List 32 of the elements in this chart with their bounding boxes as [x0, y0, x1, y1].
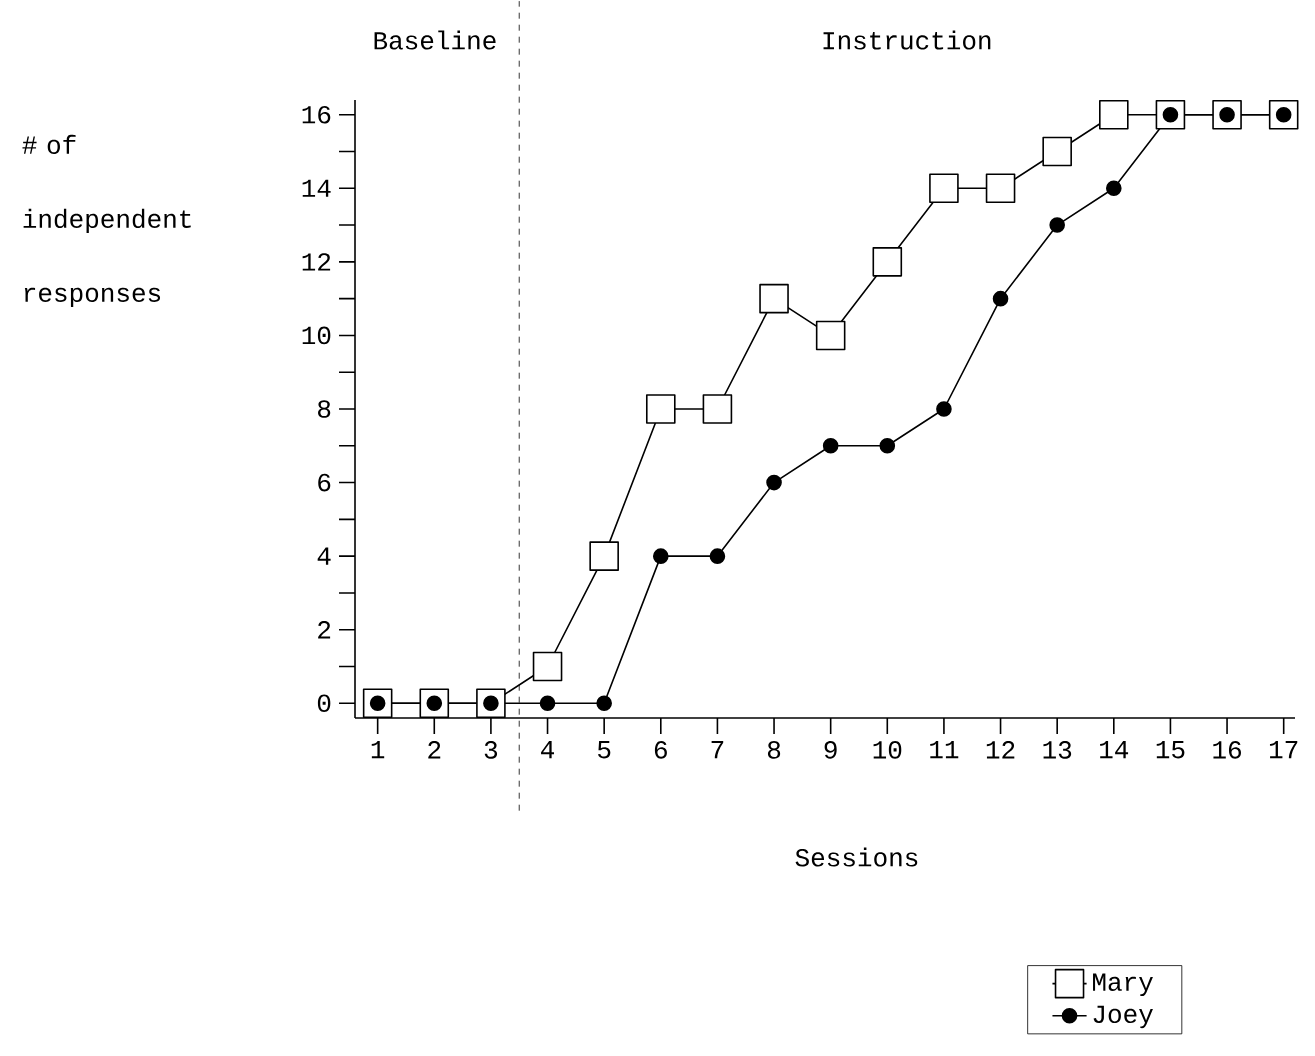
x-tick-label: 14	[1100, 741, 1129, 759]
x-tick-label: 17	[1269, 741, 1298, 759]
text: Instruction	[823, 30, 991, 50]
x-axis-title: Sessions	[795, 847, 918, 867]
y-tick-label: 6	[318, 473, 331, 492]
legend-label: Joey	[1093, 1005, 1153, 1029]
legend-label: Mary	[1093, 973, 1153, 997]
x-tick-label: 1	[371, 741, 385, 759]
x-tick-label: 11	[930, 741, 959, 759]
y-tick-label: 10	[302, 326, 331, 345]
x-tick-label: 2	[428, 741, 441, 759]
x-tick-label: 4	[541, 741, 555, 759]
x-tick-label: 10	[873, 741, 902, 759]
y-tick-label: 12	[302, 253, 331, 271]
x-tick-label: 12	[986, 741, 1015, 759]
y-tick-label: 16	[302, 105, 331, 124]
x-tick-label: 5	[597, 741, 611, 759]
x-tick-label: 3	[484, 741, 498, 759]
x-tick-label: 8	[767, 741, 781, 759]
x-tick-label: 7	[711, 741, 724, 759]
y-tick-label: 2	[318, 621, 331, 639]
y-tick-label: 4	[317, 547, 331, 565]
x-tick-label: 15	[1156, 741, 1185, 759]
text: # of independent responses	[22, 134, 191, 308]
x-tick-label: 13	[1043, 741, 1072, 759]
y-tick-label: 8	[318, 400, 331, 418]
x-tick-label: 9	[824, 741, 837, 759]
text: Baseline	[374, 30, 496, 50]
x-tick-label: 16	[1213, 741, 1241, 759]
y-tick-label: 14	[302, 179, 331, 197]
y-tick-label: 0	[317, 694, 331, 713]
x-tick-label: 6	[654, 741, 667, 759]
